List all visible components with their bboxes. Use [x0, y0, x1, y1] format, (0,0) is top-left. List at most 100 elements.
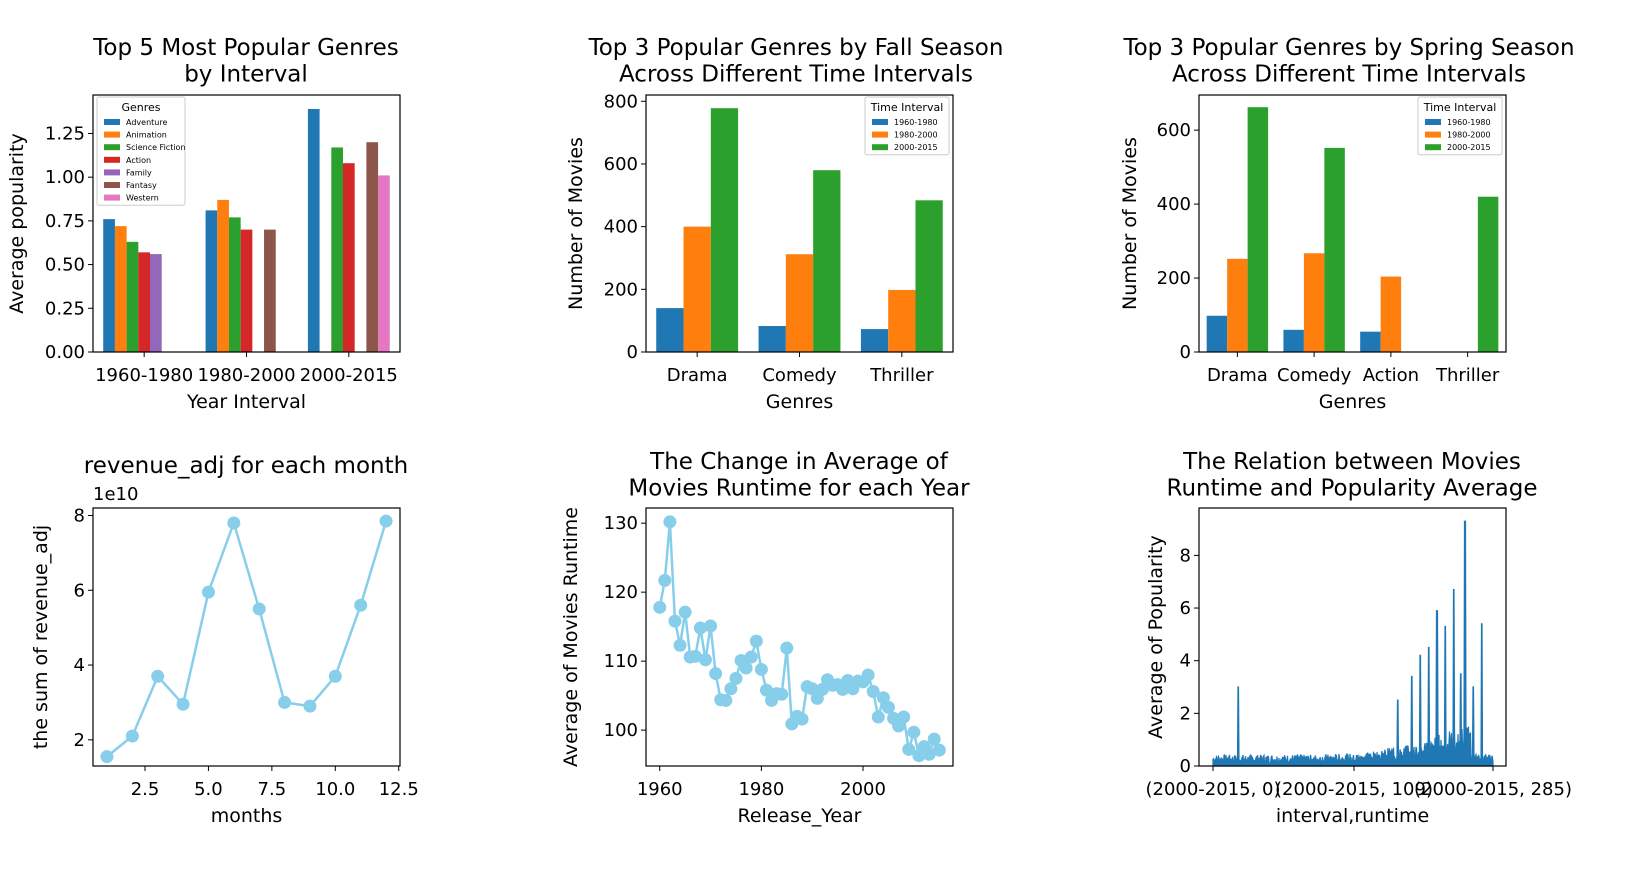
chart-title: Top 5 Most Popular Genres by Interval — [92, 35, 398, 88]
data-point — [201, 585, 215, 599]
bar — [331, 147, 343, 352]
data-point — [125, 729, 139, 743]
data-point — [688, 649, 702, 663]
data-point — [749, 634, 763, 648]
y-tick-label: 1.25 — [45, 123, 85, 144]
y-tick-label: 130 — [604, 513, 638, 534]
chart-1: 0.00 0.25 0.50 0.75 1.00 1.25 1960-1980 1980-20… — [6, 35, 401, 413]
legend-swatch — [1425, 144, 1441, 151]
y-axis-label: Number of Movies — [565, 137, 587, 310]
data-point — [795, 712, 809, 726]
chart-4: 2 4 6 8 2.5 5.0 7.5 10.0 12.5 revenue_adj for eac… — [30, 453, 419, 827]
x-tick-label: 2000-2015 — [300, 365, 398, 386]
x-tick-label: 1980-2000 — [197, 365, 295, 386]
y-tick-label: 120 — [604, 582, 638, 603]
data-point — [724, 682, 738, 696]
chart-title: Top 3 Popular Genres by Fall Season Acros… — [588, 35, 1004, 88]
title-line: Top 5 Most Popular Genres — [92, 35, 398, 61]
x-axis-label: Genres — [1319, 391, 1386, 413]
legend-swatch — [104, 144, 120, 151]
bar — [264, 229, 276, 352]
x-tick-label: Drama — [667, 365, 728, 386]
legend-label: Western — [126, 194, 159, 203]
y-tick-label: 400 — [604, 217, 638, 238]
bar — [150, 254, 162, 352]
title-line: Top 3 Popular Genres by Fall Season — [588, 35, 1004, 61]
bar — [1380, 276, 1402, 352]
bar — [915, 200, 943, 352]
x-axis-label: Genres — [766, 391, 833, 413]
legend-box — [1417, 96, 1503, 156]
data-point — [922, 747, 936, 761]
data-point — [744, 650, 758, 664]
data-point — [775, 687, 789, 701]
y-tick-label: 0 — [1180, 342, 1191, 363]
bar — [1303, 253, 1325, 352]
title-line: by Interval — [184, 62, 308, 88]
bar — [683, 226, 711, 352]
legend-label: Action — [126, 156, 151, 165]
y-tick-label: 0.00 — [45, 342, 85, 363]
bar — [888, 289, 916, 352]
legend-label: Family — [126, 168, 152, 177]
bar — [1324, 147, 1345, 352]
legend-swatch — [104, 119, 120, 125]
x-axis-label: Release_Year — [738, 805, 862, 827]
y-axis-label: Average of Movies Runtime — [560, 507, 582, 767]
x-tick-label: 12.5 — [379, 779, 419, 800]
y-tick-label: 0.50 — [45, 255, 85, 276]
data-point — [328, 669, 342, 683]
x-tick-label: Action — [1363, 365, 1419, 386]
data-point — [354, 598, 368, 612]
legend-swatch — [872, 131, 888, 138]
title-line: revenue_adj for each month — [84, 453, 408, 479]
x-tick-label: Thriller — [869, 365, 934, 386]
legend-swatch — [104, 169, 120, 176]
data-point — [693, 621, 707, 635]
y-tick-label: 0.75 — [45, 211, 85, 232]
chart-title: Top 3 Popular Genres by Spring Season Acr… — [1122, 35, 1574, 88]
data-point — [881, 700, 895, 714]
data-point — [151, 669, 165, 683]
x-tick-label: Comedy — [762, 365, 837, 386]
x-tick-label: 1980 — [738, 779, 784, 800]
y-tick-label: 2 — [1180, 703, 1191, 724]
series-line — [106, 518, 388, 758]
x-tick-label: 10.0 — [315, 779, 355, 800]
data-point — [866, 684, 880, 698]
chart-3: 0 200 400 600 Drama Comedy Action Thriller Top 3… — [1119, 35, 1575, 413]
title-line: Across Different Time Intervals — [1172, 62, 1526, 88]
x-tick-label: 7.5 — [258, 779, 287, 800]
legend-swatch — [104, 182, 120, 188]
y-axis-label: Average of Popularity — [1145, 535, 1167, 739]
bar — [205, 210, 218, 352]
x-tick-label: Thriller — [1435, 365, 1500, 386]
bar — [114, 226, 127, 352]
y-tick-label: 400 — [1157, 194, 1191, 215]
data-point — [876, 691, 890, 705]
x-tick-label: Drama — [1207, 365, 1268, 386]
legend-swatch — [872, 144, 888, 151]
y-tick-label: 0 — [627, 342, 638, 363]
data-point — [653, 600, 667, 614]
y-tick-label: 200 — [604, 279, 638, 300]
legend-label: 2000-2015 — [894, 143, 938, 152]
legend-box — [864, 96, 950, 156]
bar — [378, 175, 390, 352]
y-tick-label: 200 — [1157, 268, 1191, 289]
chart-2: 0 200 400 600 800 Drama Comedy Thriller Top 3 Po… — [565, 35, 1003, 413]
y-axis-label: Number of Movies — [1119, 137, 1141, 310]
x-tick-label: 1960-1980 — [95, 365, 193, 386]
bar — [860, 329, 889, 352]
y-tick-label: 800 — [604, 91, 638, 112]
axis-offset-label: 1e10 — [93, 484, 138, 505]
legend-label: 1980-2000 — [1447, 131, 1491, 140]
x-axis-label: months — [211, 805, 283, 827]
data-point — [278, 695, 292, 709]
legend-label: 1960-1980 — [1447, 118, 1491, 127]
bar — [240, 229, 253, 352]
y-tick-label: 8 — [1180, 545, 1191, 566]
legend-title: Time Interval — [870, 101, 944, 114]
data-point — [729, 671, 743, 685]
data-point — [252, 602, 266, 616]
